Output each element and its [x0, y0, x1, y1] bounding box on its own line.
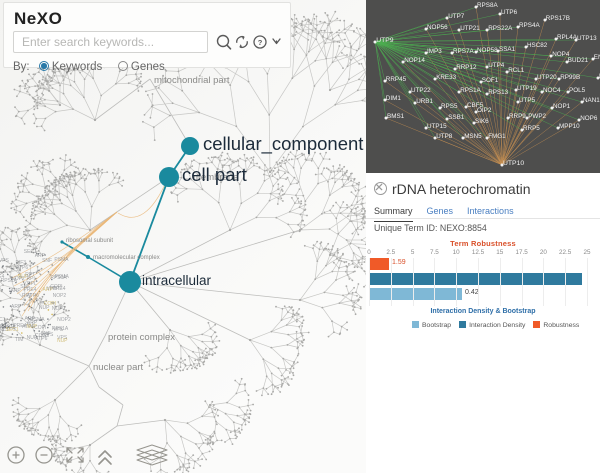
svg-text:?: ? [258, 38, 263, 47]
